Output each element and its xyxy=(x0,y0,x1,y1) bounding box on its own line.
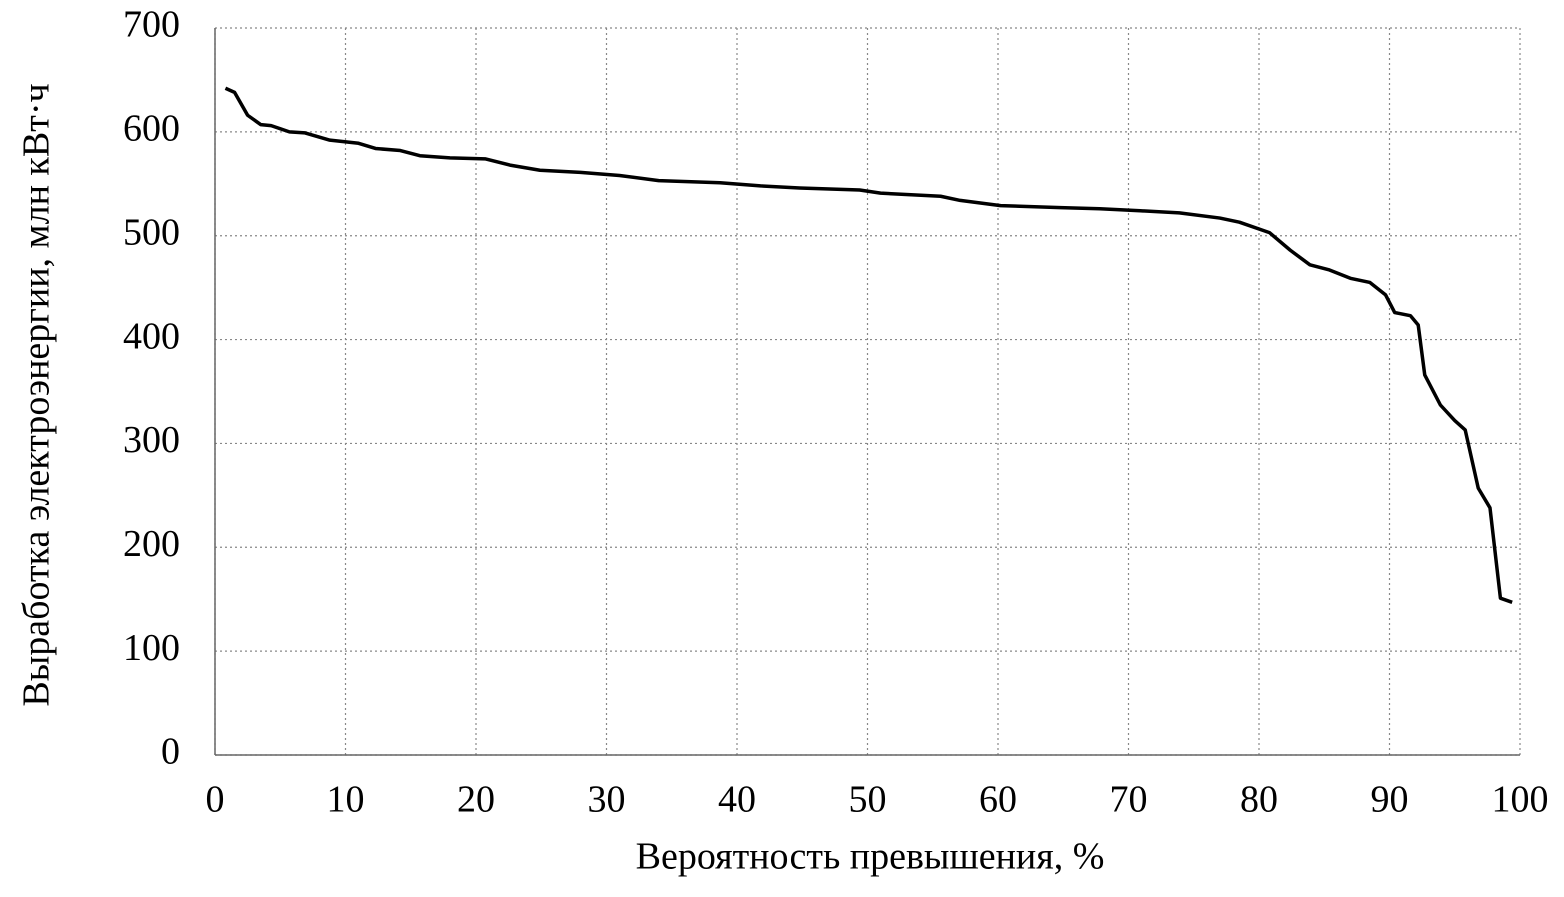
y-tick-label: 600 xyxy=(123,108,180,150)
x-tick-label: 0 xyxy=(206,779,225,821)
y-tick-label: 400 xyxy=(123,315,180,357)
y-tick-label: 700 xyxy=(123,4,180,46)
y-tick-label: 500 xyxy=(123,211,180,253)
y-axis-label: Выработка электроэнергии, млн кВт·ч xyxy=(16,83,58,706)
x-tick-label: 60 xyxy=(979,779,1017,821)
y-tick-label: 300 xyxy=(123,419,180,461)
x-tick-label: 40 xyxy=(718,779,756,821)
x-tick-label: 50 xyxy=(849,779,887,821)
x-tick-label: 20 xyxy=(457,779,495,821)
line xyxy=(224,86,1513,604)
x-tick-label: 90 xyxy=(1371,779,1409,821)
x-tick-label: 70 xyxy=(1110,779,1148,821)
y-tick-label: 200 xyxy=(123,523,180,565)
x-tick-label: 80 xyxy=(1240,779,1278,821)
y-tick-label: 0 xyxy=(161,731,180,773)
x-tick-label: 100 xyxy=(1492,779,1549,821)
x-axis-label: Вероятность превышения, % xyxy=(636,836,1105,878)
y-tick-label: 100 xyxy=(123,627,180,669)
x-tick-label: 10 xyxy=(327,779,365,821)
x-tick-label: 30 xyxy=(588,779,626,821)
